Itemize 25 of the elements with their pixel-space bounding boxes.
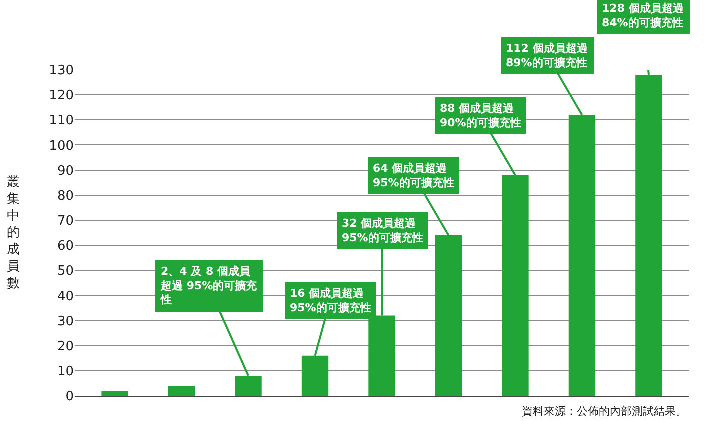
annotation: 2、4 及 8 個成員超過 95%的可擴充性 <box>160 265 258 307</box>
y-tick-label: 10 <box>57 364 74 380</box>
annotation: 16 個成員超過 95%的可擴充性 <box>290 287 372 314</box>
text: 128 個成員超過 84%的可擴充性 <box>602 2 685 30</box>
y-tick-label: 70 <box>57 214 74 230</box>
y-tick-label: 0 <box>66 390 74 405</box>
y-tick-label: 30 <box>57 314 74 330</box>
y-tick-label: 100 <box>49 138 74 154</box>
y-tick-label: 20 <box>57 339 74 354</box>
source-note: 資料來源：公佈的內部測試結果。 <box>522 405 687 418</box>
annotation: 32 個成員超過 95%的可擴充性 <box>342 217 424 244</box>
y-tick-label: 80 <box>57 188 74 204</box>
annotation: 88 個成員超過 90%的可擴充性 <box>440 102 522 130</box>
y-tick-label: 110 <box>49 114 74 129</box>
y-tick-label: 120 <box>49 88 74 104</box>
y-tick-label: 90 <box>57 164 74 179</box>
bar <box>168 386 196 396</box>
y-tick-label: 50 <box>57 264 74 280</box>
annotation: 64 個成員超過 95%的可擴充性 <box>373 162 454 190</box>
y-tick-label: 60 <box>57 239 74 254</box>
y-axis-title: 叢集中的成員數 <box>7 175 20 292</box>
text: 112 個成員超過 89%的可擴充性 <box>506 42 589 70</box>
y-tick-label: 40 <box>57 289 74 304</box>
y-tick-label: 130 <box>49 64 74 79</box>
bar <box>102 390 128 396</box>
